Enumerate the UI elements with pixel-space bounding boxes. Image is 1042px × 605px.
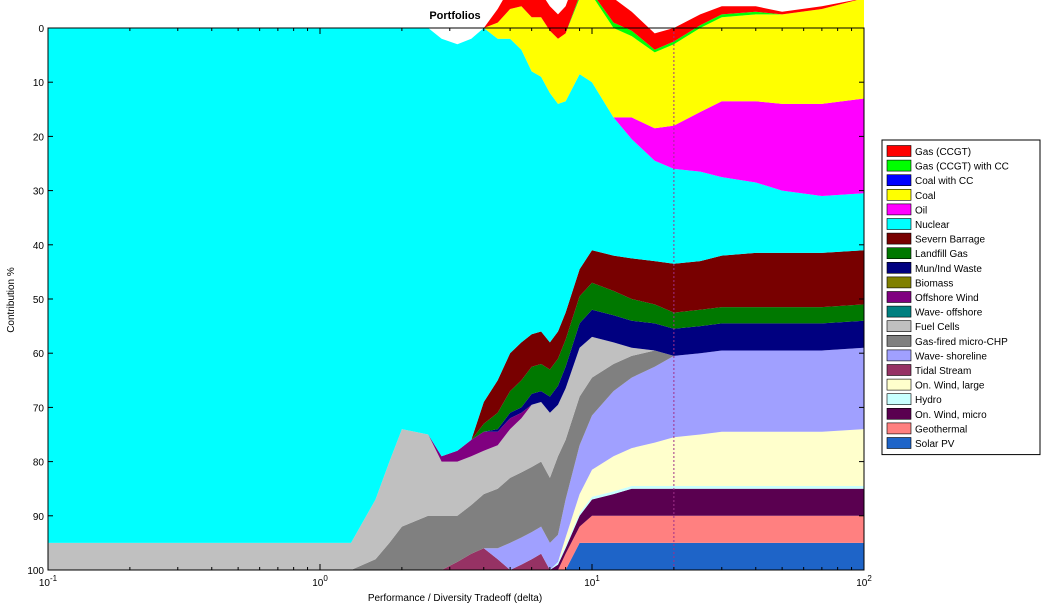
legend-label-offshore-wind: Offshore Wind: [915, 293, 979, 304]
y-axis-label: Contribution %: [6, 267, 17, 333]
area-on-wind-large: [48, 429, 864, 570]
x-tick-labels: 10-1 100 101 102: [39, 28, 872, 589]
stacked-areas: [48, 0, 864, 570]
area-solar-pv: [48, 542, 864, 570]
chart-title: Portfolios: [429, 10, 480, 22]
legend-swatch-hydro: [886, 393, 912, 406]
y-tick-label: 60: [33, 349, 45, 360]
x-tick-label: 10-1: [39, 574, 58, 589]
legend-label-gas-ccgt: Gas (CCGT): [915, 147, 971, 158]
legend-label-mun-ind-waste: Mun/Ind Waste: [915, 264, 982, 275]
legend-swatch-mun-ind-waste: [886, 261, 912, 274]
legend-label-wave-shoreline: Wave- shoreline: [915, 351, 987, 362]
area-landfill-gas: [48, 282, 864, 543]
legend-swatch-on-wind-large: [886, 378, 912, 391]
y-tick-label: 50: [33, 295, 45, 306]
x-axis-label: Performance / Diversity Tradeoff (delta): [368, 593, 542, 604]
legend-label-tidal-stream: Tidal Stream: [915, 366, 971, 377]
legend-swatch-wave-offshore: [886, 305, 912, 318]
legend-swatch-tidal-stream: [886, 364, 912, 376]
legend-swatch-wave-shoreline: [886, 349, 912, 362]
y-tick-label: 30: [33, 187, 45, 198]
legend-label-coal: Coal: [915, 191, 936, 202]
area-fuel-cells: [48, 336, 864, 570]
legend-swatch-geothermal: [886, 422, 912, 435]
legend-label-wave-offshore: Wave- offshore: [915, 308, 983, 319]
legend-label-nuclear: Nuclear: [915, 220, 950, 231]
legend-label-gas-ccgt-with-cc: Gas (CCGT) with CC: [915, 162, 1009, 173]
area-gas-ccgt: [48, 0, 857, 50]
area-geothermal: [48, 515, 864, 570]
legend-label-biomass: Biomass: [915, 278, 953, 289]
legend-label-on-wind-micro: On. Wind, micro: [915, 410, 987, 421]
y-tick-labels: 0 10 20 30 40 50 60 70 80 90 100: [27, 24, 864, 577]
y-tick-label: 40: [33, 241, 45, 252]
legend-swatch-oil: [886, 203, 912, 216]
legend-label-geothermal: Geothermal: [915, 424, 967, 435]
legend-swatch-gas-ccgt-with-cc: [886, 159, 912, 172]
area-on-wind-micro: [48, 488, 864, 570]
legend-label-on-wind-large: On. Wind, large: [915, 381, 985, 392]
legend-swatch-nuclear: [886, 218, 912, 230]
area-severn-barrage: [48, 250, 864, 543]
y-tick-label: 70: [33, 403, 45, 414]
x-tick-label: 102: [856, 574, 872, 589]
legend-label-hydro: Hydro: [915, 395, 942, 406]
area-wave-shoreline: [48, 347, 864, 570]
legend-swatch-gas-ccgt: [886, 145, 912, 157]
legend-swatch-solar-pv: [886, 437, 912, 449]
x-tick-label: 100: [312, 574, 328, 589]
y-tick-label: 100: [27, 566, 44, 577]
y-tick-label: 20: [33, 132, 45, 143]
y-tick-label: 10: [33, 78, 45, 89]
legend-swatch-severn-barrage: [886, 232, 912, 245]
legend-label-solar-pv: Solar PV: [915, 439, 955, 450]
area-coal: [48, 0, 864, 129]
legend-swatch-biomass: [886, 276, 912, 289]
legend-swatch-offshore-wind: [886, 291, 912, 303]
legend-swatch-landfill-gas: [886, 247, 912, 259]
legend: Gas (CCGT) Gas (CCGT) with CC Coal with CC…: [881, 139, 1041, 456]
legend-label-gas-fired-micro-chp: Gas-fired micro-CHP: [915, 337, 1008, 348]
y-tick-label: 0: [38, 24, 44, 35]
legend-label-oil: Oil: [915, 205, 927, 216]
area-gas-fired-micro-chp: [48, 347, 864, 570]
legend-label-landfill-gas: Landfill Gas: [915, 249, 968, 260]
legend-label-coal-with-cc: Coal with CC: [915, 176, 973, 187]
legend-swatch-coal-with-cc: [886, 174, 912, 186]
legend-swatch-fuel-cells: [886, 320, 912, 333]
x-tick-label: 101: [584, 574, 600, 589]
area-mun-ind-waste: [48, 309, 864, 543]
legend-swatch-coal: [886, 189, 912, 201]
y-tick-label: 80: [33, 458, 45, 469]
area-oil: [48, 28, 864, 196]
y-tick-label: 90: [33, 512, 45, 523]
legend-label-fuel-cells: Fuel Cells: [915, 322, 959, 333]
area-nuclear: [48, 28, 864, 543]
legend-swatch-gas-fired-micro-chp: [886, 334, 912, 347]
legend-swatch-on-wind-micro: [886, 407, 912, 420]
legend-label-severn-barrage: Severn Barrage: [915, 235, 985, 246]
